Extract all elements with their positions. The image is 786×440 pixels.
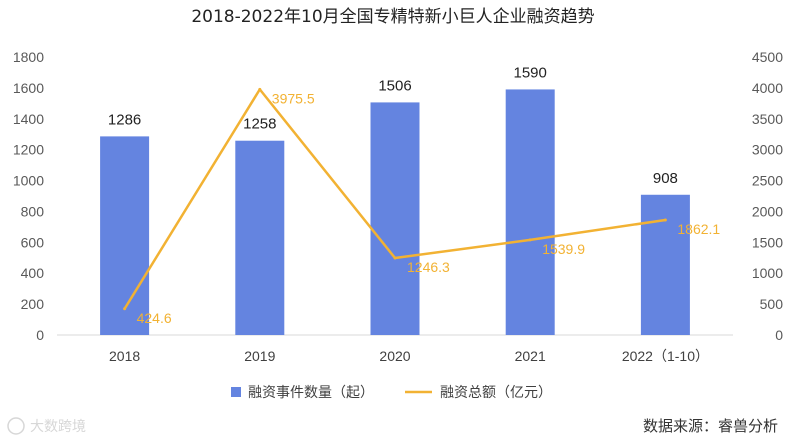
source-note: 数据来源：睿兽分析 [643, 417, 778, 435]
watermark-text: 大数跨境 [30, 419, 86, 435]
bar-series [100, 89, 690, 335]
y-right-tick-label: 2000 [752, 203, 783, 219]
y-left-tick-label: 1000 [13, 173, 44, 189]
watermark-logo-icon [7, 417, 25, 435]
bar [370, 102, 420, 335]
y-left-tick-label: 400 [21, 265, 45, 281]
y-left-tick-label: 600 [21, 234, 45, 250]
line-data-label: 424.6 [137, 310, 172, 326]
line-point [258, 87, 262, 91]
line-data-label: 1862.1 [677, 221, 720, 237]
line-point [528, 238, 532, 242]
y-right-tick-label: 1000 [752, 265, 783, 281]
y-right-tick-label: 0 [775, 327, 783, 343]
y-right-tick-label: 4000 [752, 80, 783, 96]
x-category-label: 2022（1-10） [622, 348, 709, 364]
x-category-label: 2018 [109, 348, 140, 364]
y-axis-left: 0 200 400 600 800 1000 1200 1400 1600 1800 [13, 49, 44, 343]
x-category-label: 2020 [379, 348, 410, 364]
y-left-tick-label: 1400 [13, 111, 44, 127]
bar [505, 89, 555, 335]
chart-title: 2018-2022年10月全国专精特新小巨人企业融资趋势 [191, 7, 594, 27]
y-left-tick-label: 1600 [13, 80, 44, 96]
bar [640, 194, 690, 335]
bar-data-label: 908 [653, 170, 678, 187]
bar-data-label: 1258 [243, 116, 276, 133]
line-data-label: 1246.3 [407, 259, 450, 275]
line-series [123, 87, 667, 311]
line-data-label: 3975.5 [272, 90, 315, 106]
bar-data-label: 1286 [108, 111, 141, 128]
watermark: 大数跨境 [7, 417, 86, 435]
bar [235, 140, 285, 335]
x-axis-categories: 2018 2019 2020 2021 2022（1-10） [109, 348, 709, 364]
bar [100, 136, 150, 335]
line-data-labels: 424.6 3975.5 1246.3 1539.9 1862.1 [137, 90, 721, 325]
y-left-tick-label: 1200 [13, 142, 44, 158]
y-left-tick-label: 0 [36, 327, 44, 343]
y-axis-right: 0 500 1000 1500 2000 2500 3000 3500 4000 4500 [752, 49, 783, 343]
bar-data-labels: 1286 1258 1506 1590 908 [108, 64, 678, 186]
legend: 融资事件数量（起） 融资总额（亿元） [231, 385, 552, 401]
x-category-label: 2021 [515, 348, 546, 364]
y-right-tick-label: 3500 [752, 111, 783, 127]
bar-data-label: 1506 [378, 77, 411, 94]
bar-data-label: 1590 [514, 64, 547, 81]
y-left-tick-label: 1800 [13, 49, 44, 65]
legend-line-label: 融资总额（亿元） [440, 385, 552, 401]
y-right-tick-label: 3000 [752, 142, 783, 158]
line-point [393, 256, 397, 260]
y-left-tick-label: 800 [21, 203, 45, 219]
line-point [123, 307, 127, 311]
legend-bar-swatch [231, 387, 241, 397]
x-category-label: 2019 [244, 348, 275, 364]
y-left-tick-label: 200 [21, 296, 45, 312]
legend-bar-label: 融资事件数量（起） [248, 385, 374, 401]
y-right-tick-label: 2500 [752, 173, 783, 189]
line-point [663, 218, 667, 222]
line-data-label: 1539.9 [542, 241, 585, 257]
y-right-tick-label: 500 [760, 296, 784, 312]
y-right-tick-label: 1500 [752, 234, 783, 250]
y-right-tick-label: 4500 [752, 49, 783, 65]
